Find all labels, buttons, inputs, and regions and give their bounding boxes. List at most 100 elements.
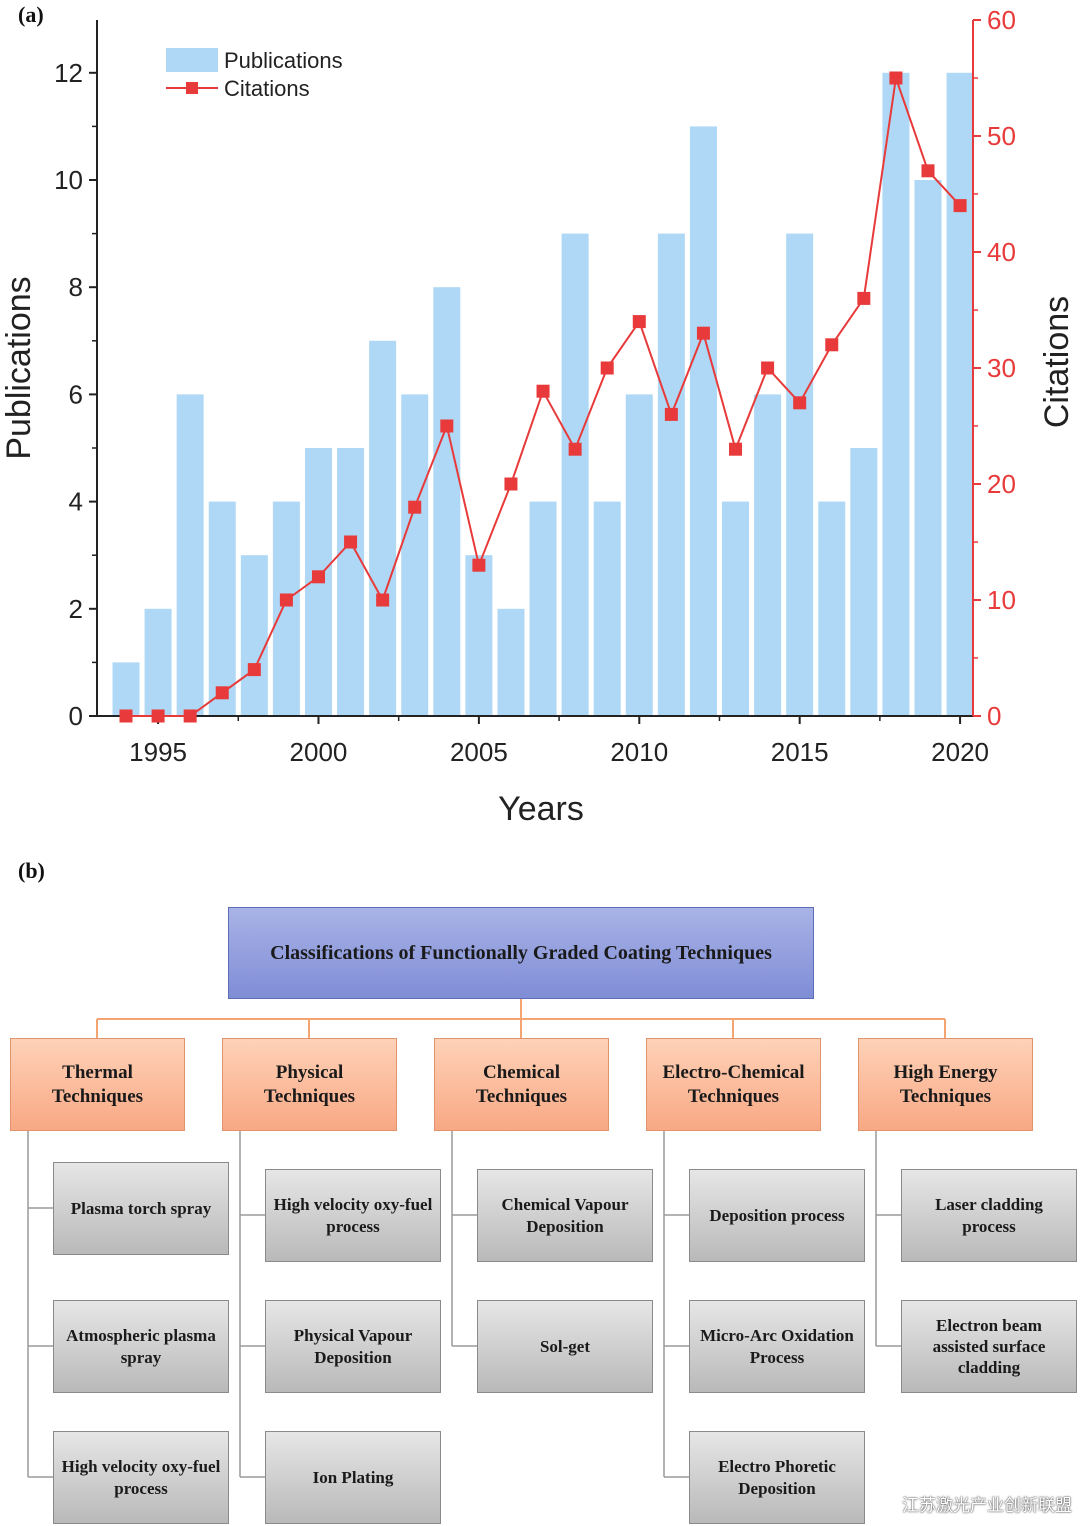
citation-marker — [504, 477, 518, 491]
leaf-box: Electron beam assisted surface cladding — [901, 1300, 1077, 1393]
publication-bar — [882, 72, 910, 717]
right-tick-label: 30 — [987, 353, 1016, 383]
publication-bar — [208, 501, 236, 716]
citation-marker — [953, 199, 967, 213]
leaf-box: Deposition process — [689, 1169, 865, 1262]
right-axis-title: Citations — [1038, 296, 1076, 428]
x-axis-title: Years — [498, 790, 584, 828]
right-tick-label: 50 — [987, 121, 1016, 151]
citation-marker — [793, 396, 807, 410]
citation-marker — [857, 291, 871, 305]
publication-bar — [272, 501, 300, 716]
citation-marker — [600, 361, 614, 375]
citation-marker — [664, 407, 678, 421]
legend-citations-marker — [186, 82, 198, 94]
citation-marker — [279, 593, 293, 607]
leaf-box: Physical Vapour Deposition — [265, 1300, 441, 1393]
category-physical: Physical Techniques — [222, 1038, 397, 1131]
right-tick-label: 10 — [987, 585, 1016, 615]
citation-marker — [889, 71, 903, 85]
citation-marker — [536, 384, 550, 398]
right-tick-label: 20 — [987, 469, 1016, 499]
legend-publications-label: Publications — [224, 48, 343, 73]
publication-bar — [240, 555, 268, 716]
leaf-box: Electro Phoretic Deposition — [689, 1431, 865, 1524]
citation-marker — [215, 686, 229, 700]
left-tick-label: 2 — [69, 594, 83, 624]
leaf-box: Micro-Arc Oxidation Process — [689, 1300, 865, 1393]
leaf-box: High velocity oxy-fuel process — [53, 1431, 229, 1524]
citation-marker — [151, 709, 165, 723]
legend-citations-label: Citations — [224, 76, 310, 101]
left-tick-label: 12 — [54, 58, 83, 88]
right-tick-label: 60 — [987, 5, 1016, 35]
watermark: 江苏激光产业创新联盟 — [902, 1496, 1072, 1516]
leaf-box: Chemical Vapour Deposition — [477, 1169, 653, 1262]
publication-bar — [946, 72, 974, 717]
legend-publications-swatch — [166, 48, 218, 72]
publication-bar — [657, 233, 685, 716]
left-tick-label: 6 — [69, 379, 83, 409]
citation-marker — [311, 570, 325, 584]
publication-bar — [529, 501, 557, 716]
citation-marker — [632, 315, 646, 329]
leaf-box: Sol-get — [477, 1300, 653, 1393]
left-tick-label: 10 — [54, 165, 83, 195]
citation-marker — [119, 709, 133, 723]
publication-bar — [914, 180, 942, 716]
left-tick-label: 4 — [69, 487, 83, 517]
publication-bar — [144, 608, 172, 716]
category-thermal: Thermal Techniques — [10, 1038, 185, 1131]
publication-bar — [497, 608, 525, 716]
publication-bar — [625, 394, 653, 716]
leaf-box: Atmospheric plasma spray — [53, 1300, 229, 1393]
publication-bar — [337, 448, 365, 716]
publication-bar — [112, 662, 140, 716]
x-tick-label: 2015 — [771, 737, 829, 767]
leaf-box: Ion Plating — [265, 1431, 441, 1524]
left-tick-label: 0 — [69, 701, 83, 731]
panel-b-label: (b) — [18, 858, 45, 883]
citation-marker — [568, 442, 582, 456]
leaf-box: Plasma torch spray — [53, 1162, 229, 1255]
publication-bar — [786, 233, 814, 716]
citation-marker — [472, 558, 486, 572]
citation-marker — [376, 593, 390, 607]
category-electro-chemical: Electro-Chemical Techniques — [646, 1038, 821, 1131]
publication-bar — [593, 501, 621, 716]
publication-bar — [689, 126, 717, 716]
publication-bar — [176, 394, 204, 716]
category-high-energy: High Energy Techniques — [858, 1038, 1033, 1131]
x-tick-label: 2010 — [610, 737, 668, 767]
x-tick-label: 2005 — [450, 737, 508, 767]
citation-marker — [696, 326, 710, 340]
left-axis-title: Publications — [0, 276, 38, 459]
citation-marker — [183, 709, 197, 723]
citation-marker — [921, 164, 935, 178]
diagram-root-box: Classifications of Functionally Graded C… — [228, 907, 814, 999]
right-tick-label: 0 — [987, 701, 1001, 731]
citation-marker — [761, 361, 775, 375]
publication-bar — [369, 340, 397, 716]
citation-marker — [825, 338, 839, 352]
panel-a-label: (a) — [18, 2, 44, 27]
publication-bar — [722, 501, 750, 716]
x-tick-label: 2000 — [290, 737, 348, 767]
x-tick-label: 2020 — [931, 737, 989, 767]
right-tick-label: 40 — [987, 237, 1016, 267]
citation-marker — [440, 419, 454, 433]
leaf-box: High velocity oxy-fuel process — [265, 1169, 441, 1262]
left-tick-label: 8 — [69, 272, 83, 302]
citation-marker — [729, 442, 743, 456]
publications-citations-chart: 0 2 4 6 8 10 12 0 10 20 30 40 50 60 1995 2000 2005 2010 20… — [0, 5, 1076, 828]
publication-bar — [850, 448, 878, 716]
x-tick-label: 1995 — [129, 737, 187, 767]
publication-bar — [754, 394, 782, 716]
citation-marker — [247, 663, 261, 677]
publication-bar — [818, 501, 846, 716]
publication-bar — [433, 287, 461, 716]
citation-marker — [344, 535, 358, 549]
citation-marker — [408, 500, 422, 514]
category-chemical: Chemical Techniques — [434, 1038, 609, 1131]
publication-bar — [561, 233, 589, 716]
